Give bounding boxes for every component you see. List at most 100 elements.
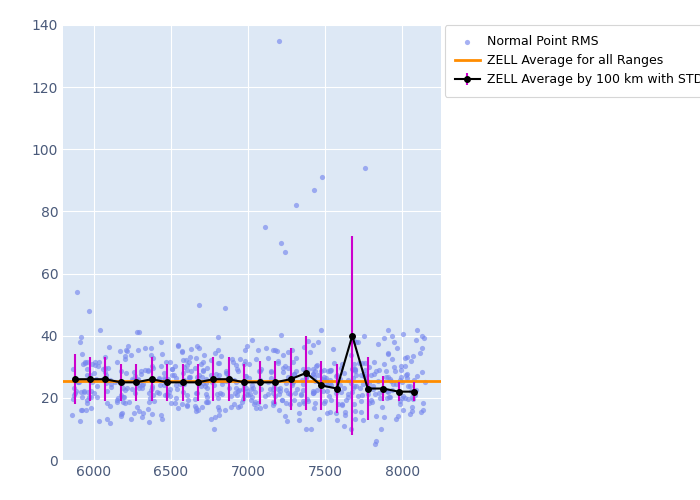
- Normal Point RMS: [199, 382, 211, 390]
- Normal Point RMS: [118, 398, 129, 406]
- Normal Point RMS: [246, 393, 257, 401]
- Normal Point RMS: [325, 408, 336, 416]
- Normal Point RMS: [85, 392, 96, 400]
- Normal Point RMS: [109, 378, 120, 386]
- Normal Point RMS: [266, 367, 277, 375]
- Normal Point RMS: [86, 360, 97, 368]
- Normal Point RMS: [233, 386, 244, 394]
- Normal Point RMS: [216, 390, 228, 398]
- Normal Point RMS: [169, 399, 181, 407]
- Normal Point RMS: [359, 366, 370, 374]
- Normal Point RMS: [162, 375, 174, 383]
- Normal Point RMS: [136, 381, 147, 389]
- Normal Point RMS: [400, 354, 411, 362]
- Normal Point RMS: [295, 391, 307, 399]
- Normal Point RMS: [132, 376, 144, 384]
- Normal Point RMS: [288, 396, 300, 404]
- Normal Point RMS: [322, 368, 333, 376]
- Normal Point RMS: [119, 386, 130, 394]
- Normal Point RMS: [234, 354, 245, 362]
- Normal Point RMS: [169, 362, 181, 370]
- Normal Point RMS: [157, 414, 168, 422]
- Normal Point RMS: [194, 344, 205, 352]
- Normal Point RMS: [220, 369, 231, 377]
- Normal Point RMS: [93, 358, 104, 366]
- Normal Point RMS: [120, 352, 131, 360]
- Normal Point RMS: [283, 348, 294, 356]
- Normal Point RMS: [178, 380, 190, 388]
- Normal Point RMS: [287, 378, 298, 386]
- Normal Point RMS: [291, 385, 302, 393]
- Normal Point RMS: [297, 398, 308, 406]
- Normal Point RMS: [102, 364, 113, 372]
- Normal Point RMS: [200, 390, 211, 398]
- Normal Point RMS: [120, 399, 131, 407]
- Normal Point RMS: [220, 377, 231, 385]
- Normal Point RMS: [120, 369, 132, 377]
- Normal Point RMS: [209, 349, 220, 357]
- Normal Point RMS: [389, 338, 400, 346]
- Normal Point RMS: [164, 386, 176, 394]
- Normal Point RMS: [241, 372, 252, 380]
- Normal Point RMS: [274, 390, 285, 398]
- Normal Point RMS: [358, 372, 370, 380]
- Normal Point RMS: [212, 346, 223, 354]
- Normal Point RMS: [416, 332, 427, 340]
- Normal Point RMS: [133, 346, 144, 354]
- Normal Point RMS: [298, 386, 309, 394]
- Normal Point RMS: [209, 413, 220, 421]
- Normal Point RMS: [234, 402, 246, 410]
- Normal Point RMS: [70, 387, 81, 395]
- Normal Point RMS: [308, 370, 319, 378]
- Normal Point RMS: [189, 402, 200, 409]
- Normal Point RMS: [320, 397, 331, 405]
- Normal Point RMS: [133, 375, 144, 383]
- Normal Point RMS: [396, 378, 407, 386]
- Normal Point RMS: [212, 394, 223, 402]
- Normal Point RMS: [221, 370, 232, 378]
- Normal Point RMS: [85, 404, 96, 412]
- Normal Point RMS: [86, 378, 97, 386]
- Normal Point RMS: [177, 388, 188, 396]
- Normal Point RMS: [213, 359, 224, 367]
- Normal Point RMS: [77, 394, 88, 402]
- Normal Point RMS: [161, 358, 172, 366]
- Normal Point RMS: [104, 402, 116, 410]
- Normal Point RMS: [78, 386, 89, 394]
- Normal Point RMS: [171, 381, 182, 389]
- Normal Point RMS: [406, 403, 417, 411]
- Normal Point RMS: [138, 409, 149, 417]
- Normal Point RMS: [350, 371, 361, 379]
- Normal Point RMS: [155, 362, 166, 370]
- Normal Point RMS: [85, 371, 96, 379]
- Normal Point RMS: [395, 366, 407, 374]
- Normal Point RMS: [140, 344, 151, 351]
- Normal Point RMS: [88, 369, 99, 377]
- Normal Point RMS: [406, 408, 417, 416]
- Normal Point RMS: [186, 345, 197, 353]
- Normal Point RMS: [247, 384, 258, 392]
- Normal Point RMS: [340, 396, 351, 404]
- Normal Point RMS: [332, 386, 343, 394]
- Normal Point RMS: [318, 372, 330, 380]
- Normal Point RMS: [136, 384, 147, 392]
- Normal Point RMS: [316, 174, 328, 182]
- Normal Point RMS: [161, 390, 172, 398]
- Normal Point RMS: [329, 360, 340, 368]
- Normal Point RMS: [415, 408, 426, 416]
- Normal Point RMS: [178, 376, 190, 384]
- Normal Point RMS: [243, 391, 254, 399]
- Normal Point RMS: [274, 406, 285, 414]
- Normal Point RMS: [238, 360, 249, 368]
- Normal Point RMS: [139, 366, 150, 374]
- Normal Point RMS: [386, 354, 397, 362]
- Normal Point RMS: [212, 360, 223, 368]
- Normal Point RMS: [130, 372, 141, 380]
- Normal Point RMS: [358, 380, 369, 388]
- Normal Point RMS: [161, 391, 172, 399]
- Normal Point RMS: [389, 366, 400, 374]
- Normal Point RMS: [119, 393, 130, 401]
- Normal Point RMS: [272, 348, 283, 356]
- Normal Point RMS: [297, 376, 308, 384]
- Normal Point RMS: [412, 326, 423, 334]
